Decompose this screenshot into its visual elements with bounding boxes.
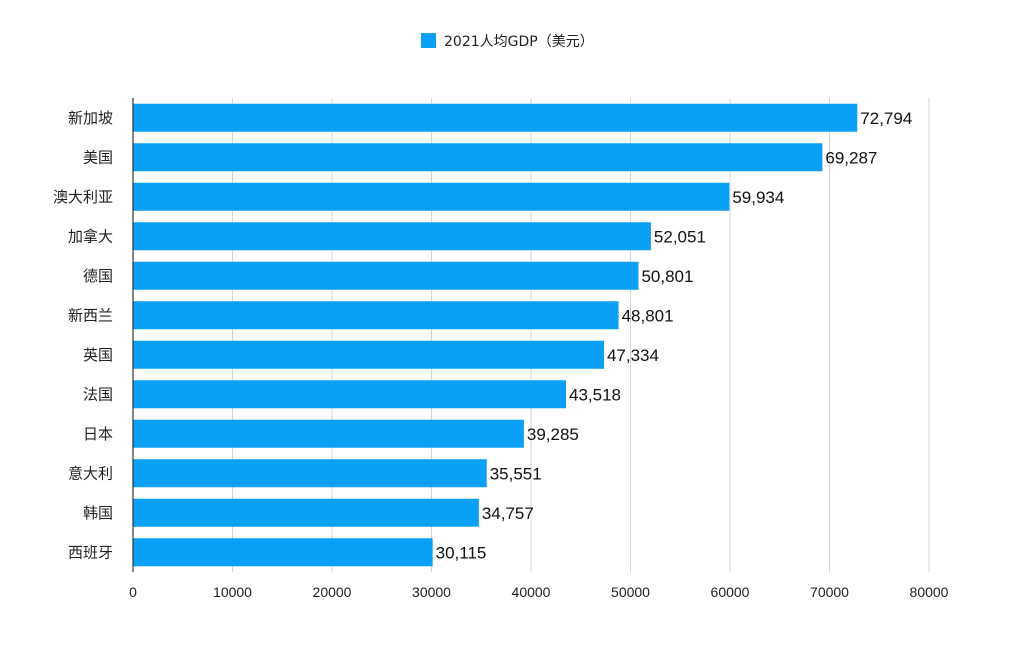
data-label: 39,285: [527, 425, 579, 444]
x-tick-label: 60000: [711, 584, 750, 600]
bar: [133, 261, 639, 290]
data-label: 34,757: [482, 504, 534, 523]
bar: [133, 538, 433, 567]
data-label: 48,801: [622, 306, 674, 325]
bar: [133, 182, 730, 211]
bar: [133, 103, 858, 132]
data-label: 30,115: [436, 543, 487, 562]
legend: 2021人均GDP（美元）: [421, 33, 594, 50]
category-label: 法国: [83, 385, 113, 403]
category-label: 韩国: [83, 504, 113, 522]
x-tick-label: 20000: [313, 584, 352, 600]
category-label: 德国: [83, 267, 113, 285]
data-label: 72,794: [860, 109, 912, 128]
category-label: 日本: [83, 425, 113, 443]
bar: [133, 498, 479, 527]
data-label: 47,334: [607, 346, 659, 365]
bar: [133, 222, 651, 251]
legend-swatch: [421, 33, 436, 48]
data-label: 35,551: [490, 464, 542, 483]
category-label: 意大利: [68, 464, 113, 482]
bars: [133, 103, 858, 567]
category-label: 英国: [83, 346, 113, 364]
x-tick-label: 0: [129, 584, 137, 600]
data-label: 43,518: [569, 385, 621, 404]
category-label: 澳大利亚: [53, 188, 113, 206]
value-labels: 72,794 69,287 59,934 52,051 50,801 48,801 47,3…: [436, 109, 913, 563]
bar: [133, 419, 524, 448]
x-tick-label: 40000: [512, 584, 551, 600]
bar: [133, 459, 487, 488]
category-label: 新西兰: [68, 306, 113, 324]
x-tick-label: 10000: [213, 584, 252, 600]
legend-label: 2021人均GDP（美元）: [444, 34, 594, 50]
data-label: 52,051: [654, 227, 706, 246]
bar: [133, 301, 619, 330]
bar: [133, 340, 604, 369]
category-label: 美国: [83, 148, 113, 166]
x-tick-labels: 0 10000 20000 30000 40000 50000 60000 70000 8000…: [129, 584, 949, 600]
x-tick-label: 80000: [910, 584, 949, 600]
data-label: 50,801: [641, 267, 693, 286]
data-label: 69,287: [825, 148, 877, 167]
x-tick-label: 50000: [611, 584, 650, 600]
x-tick-label: 30000: [412, 584, 451, 600]
x-tick-label: 70000: [810, 584, 849, 600]
category-label: 西班牙: [68, 543, 113, 561]
gridlines: [232, 98, 930, 572]
data-label: 59,934: [732, 188, 784, 207]
bar: [133, 143, 823, 172]
bar: [133, 380, 567, 409]
category-label: 加拿大: [68, 227, 113, 245]
category-label: 新加坡: [68, 109, 113, 127]
